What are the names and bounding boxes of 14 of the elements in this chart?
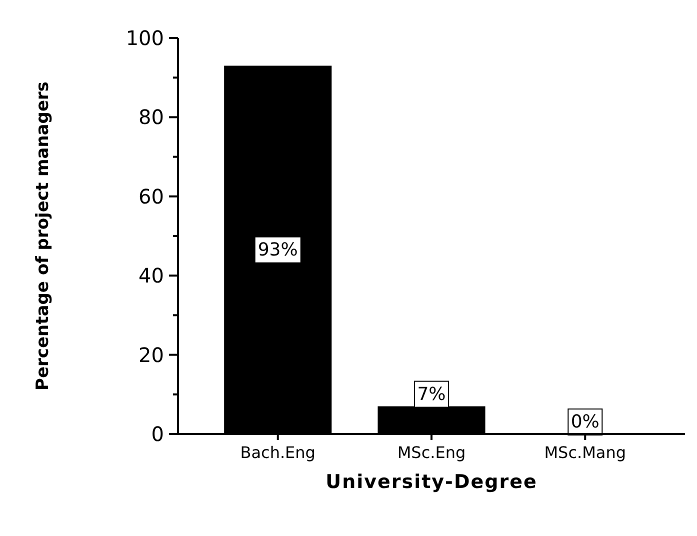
- y-axis-title: Percentage of project managers: [33, 82, 53, 390]
- y-tick-label: 20: [138, 342, 164, 367]
- y-tick-label: 0: [151, 422, 164, 446]
- y-tick-label: 40: [138, 264, 164, 288]
- y-tick-label: 60: [138, 184, 164, 208]
- x-axis-title: University-Degree: [326, 471, 538, 493]
- x-tick-label: MSc.Eng: [397, 443, 466, 462]
- x-tick-label: MSc.Mang: [544, 443, 626, 462]
- data-label: 0%: [570, 412, 600, 432]
- data-label: 7%: [417, 384, 446, 405]
- x-tick-label: Bach.Eng: [240, 443, 316, 462]
- data-label: 93%: [258, 239, 298, 260]
- y-tick-label: 80: [138, 105, 164, 130]
- y-tick-label: 100: [126, 26, 164, 50]
